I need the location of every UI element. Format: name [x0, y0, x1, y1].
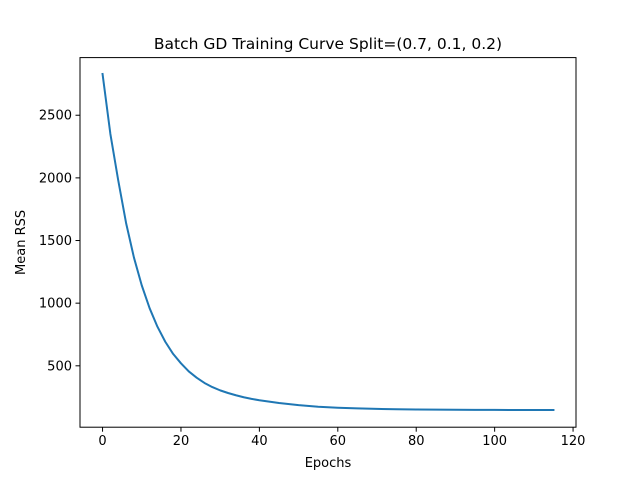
x-tick-label: 0 [98, 434, 106, 449]
y-tick-label: 2500 [39, 109, 72, 124]
y-axis-label: Mean RSS [14, 210, 29, 275]
x-tick-label: 80 [408, 434, 425, 449]
x-axis-label: Epochs [305, 456, 352, 471]
y-tick-label: 1500 [39, 234, 72, 249]
plot-frame [79, 57, 577, 428]
x-axis: 0 20 40 60 80 100 120 [98, 427, 585, 449]
x-tick-label: 60 [330, 434, 347, 449]
y-axis: 500 1000 1500 2000 2500 [39, 109, 80, 374]
series-line-0 [101, 72, 555, 412]
x-tick-label: 120 [561, 434, 586, 449]
x-tick-label: 100 [482, 434, 507, 449]
chart-title: Batch GD Training Curve Split=(0.7, 0.1,… [154, 35, 502, 53]
y-tick-label: 1000 [39, 297, 72, 312]
plot-area [101, 72, 555, 412]
y-tick-label: 2000 [39, 171, 72, 186]
x-tick-label: 20 [173, 434, 190, 449]
x-tick-label: 40 [251, 434, 268, 449]
y-tick-label: 500 [47, 359, 72, 374]
